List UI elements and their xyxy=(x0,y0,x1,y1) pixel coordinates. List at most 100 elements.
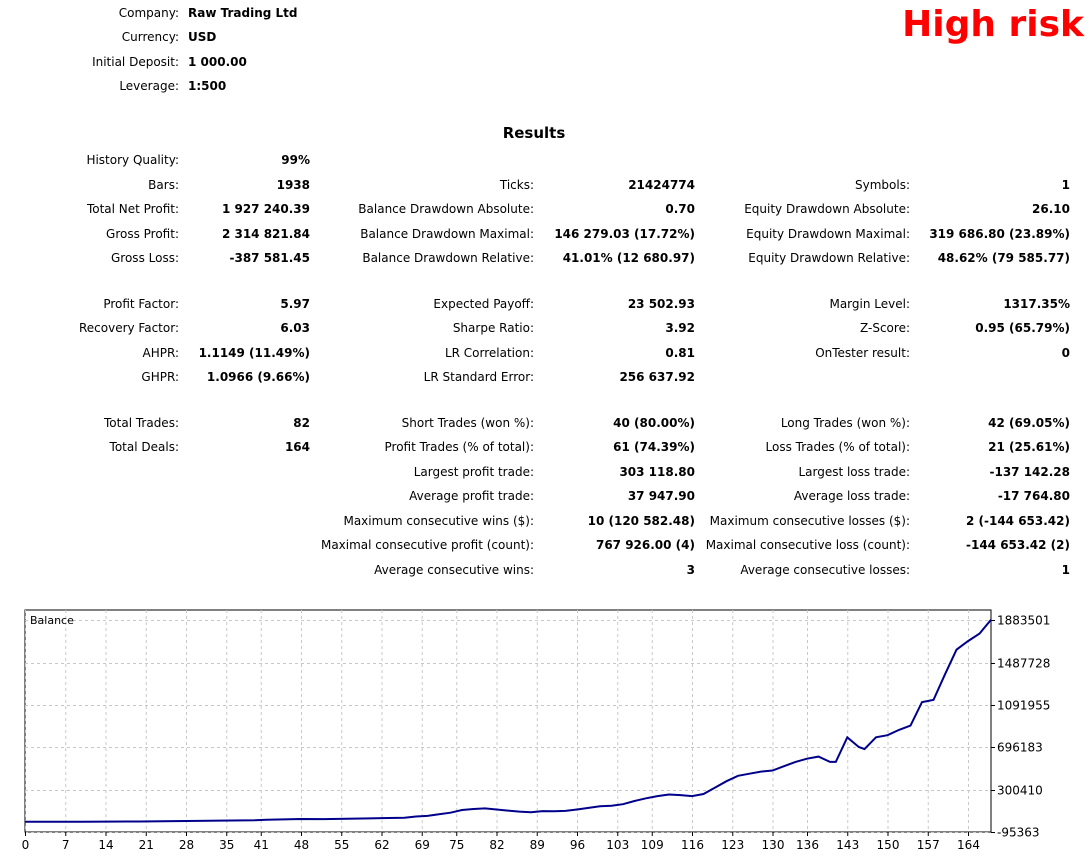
x-tick-label: 89 xyxy=(530,838,545,852)
x-tick-label: 157 xyxy=(917,838,940,852)
metric-label: Gross Loss: xyxy=(111,251,179,265)
metric-label: Equity Drawdown Maximal: xyxy=(746,227,910,241)
x-tick-label: 41 xyxy=(254,838,269,852)
metric-label: Symbols: xyxy=(855,178,910,192)
y-tick-label: 1883501 xyxy=(997,614,1050,628)
metric-value: 5.97 xyxy=(280,297,310,311)
metric-value: 82 xyxy=(293,416,310,430)
metric-value: 1 927 240.39 xyxy=(221,202,310,216)
x-tick-label: 0 xyxy=(22,838,30,852)
metric-value: 41.01% (12 680.97) xyxy=(562,251,695,265)
metric-value: 37 947.90 xyxy=(627,489,695,503)
metric-label: History Quality: xyxy=(86,153,179,167)
metric-label: Long Trades (won %): xyxy=(780,416,910,430)
x-tick-label: 7 xyxy=(62,838,70,852)
x-tick-label: 136 xyxy=(796,838,819,852)
risk-badge: High risk xyxy=(902,4,1084,45)
metric-label: Bars: xyxy=(148,178,179,192)
leverage-value: 1:500 xyxy=(188,79,227,93)
metric-value: 0.70 xyxy=(665,202,695,216)
metric-label: Gross Profit: xyxy=(106,227,179,241)
leverage-label: Leverage: xyxy=(119,79,179,93)
metric-value: -137 142.28 xyxy=(989,465,1070,479)
x-tick-label: 55 xyxy=(334,838,349,852)
metric-label: Total Trades: xyxy=(104,416,179,430)
metric-value: 164 xyxy=(284,440,310,454)
metric-value: 2 314 821.84 xyxy=(221,227,310,241)
metric-label: Maximum consecutive losses ($): xyxy=(709,514,910,528)
x-tick-label: 143 xyxy=(836,838,859,852)
metric-value: 23 502.93 xyxy=(627,297,695,311)
currency-label: Currency: xyxy=(121,30,179,44)
metric-value: 1.1149 (11.49%) xyxy=(198,346,310,360)
metric-value: 3.92 xyxy=(665,321,695,335)
metric-label: Equity Drawdown Relative: xyxy=(748,251,910,265)
initial-deposit-value: 1 000.00 xyxy=(188,55,247,69)
metric-value: -144 653.42 (2) xyxy=(965,538,1070,552)
balance-chart: Balance 1883501 1487728 1091955 696183 300410… xyxy=(0,600,1092,858)
metric-value: 1 xyxy=(1061,563,1070,577)
y-tick-label: 300410 xyxy=(997,784,1043,798)
metric-label: Recovery Factor: xyxy=(78,321,179,335)
metric-label: Average consecutive wins: xyxy=(374,563,534,577)
metric-label: Margin Level: xyxy=(829,297,910,311)
metric-value: 303 118.80 xyxy=(619,465,695,479)
results-title: Results xyxy=(502,124,566,142)
metric-label: Expected Payoff: xyxy=(433,297,534,311)
metric-label: Balance Drawdown Absolute: xyxy=(358,202,534,216)
company-label: Company: xyxy=(118,6,179,20)
metric-value: -17 764.80 xyxy=(997,489,1070,503)
metric-label: OnTester result: xyxy=(815,346,910,360)
balance-chart-svg: Balance 1883501 1487728 1091955 696183 300410… xyxy=(22,609,1050,852)
x-tick-label: 150 xyxy=(877,838,900,852)
x-tick-label: 35 xyxy=(219,838,234,852)
metric-value: 1938 xyxy=(276,178,310,192)
metric-value: 0.81 xyxy=(665,346,695,360)
metric-label: Profit Factor: xyxy=(103,297,179,311)
metric-value: 256 637.92 xyxy=(619,370,695,384)
metric-value: -387 581.45 xyxy=(229,251,310,265)
currency-value: USD xyxy=(188,30,217,44)
metric-label: Total Deals: xyxy=(109,440,179,454)
metric-label: GHPR: xyxy=(141,370,179,384)
metric-label: Total Net Profit: xyxy=(86,202,179,216)
x-tick-label: 28 xyxy=(179,838,194,852)
y-tick-label: 696183 xyxy=(997,741,1043,755)
metric-value: 42 (69.05%) xyxy=(988,416,1070,430)
x-tick-label: 109 xyxy=(641,838,664,852)
x-tick-label: 14 xyxy=(98,838,113,852)
metric-label: Equity Drawdown Absolute: xyxy=(744,202,910,216)
metric-value: 1317.35% xyxy=(1003,297,1070,311)
metric-label: Largest loss trade: xyxy=(798,465,910,479)
x-tick-label: 62 xyxy=(374,838,389,852)
chart-title: Balance xyxy=(30,614,74,627)
metric-label: Maximal consecutive profit (count): xyxy=(320,538,534,552)
metric-value: 3 xyxy=(686,563,695,577)
metric-label: Balance Drawdown Relative: xyxy=(362,251,534,265)
metric-label: Sharpe Ratio: xyxy=(452,321,534,335)
metric-value: 0.95 (65.79%) xyxy=(975,321,1070,335)
x-tick-label: 48 xyxy=(294,838,309,852)
x-tick-label: 103 xyxy=(606,838,629,852)
x-tick-label: 21 xyxy=(139,838,154,852)
metric-label: Short Trades (won %): xyxy=(401,416,534,430)
metric-label: Z-Score: xyxy=(860,321,910,335)
metric-label: Maximal consecutive loss (count): xyxy=(705,538,910,552)
x-tick-label: 96 xyxy=(570,838,585,852)
metric-label: Loss Trades (% of total): xyxy=(765,440,911,454)
x-tick-label: 164 xyxy=(957,838,980,852)
y-tick-label: 1091955 xyxy=(997,699,1050,713)
metric-value: 767 926.00 (4) xyxy=(595,538,695,552)
metric-value: 319 686.80 (23.89%) xyxy=(929,227,1070,241)
initial-deposit-label: Initial Deposit: xyxy=(92,55,179,69)
metric-label: Average profit trade: xyxy=(409,489,534,503)
metric-label: Largest profit trade: xyxy=(413,465,534,479)
metric-value: 0 xyxy=(1061,346,1070,360)
metric-label: Average consecutive losses: xyxy=(740,563,910,577)
metric-label: LR Standard Error: xyxy=(423,370,534,384)
x-tick-label: 82 xyxy=(489,838,504,852)
metric-label: AHPR: xyxy=(142,346,179,360)
x-tick-label: 116 xyxy=(681,838,704,852)
y-tick-label: -95363 xyxy=(997,826,1040,840)
metric-value: 10 (120 582.48) xyxy=(587,514,695,528)
